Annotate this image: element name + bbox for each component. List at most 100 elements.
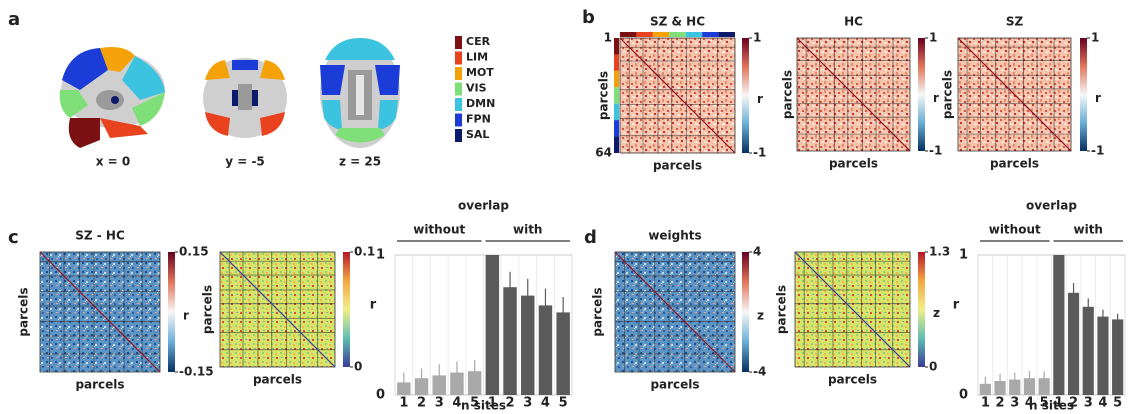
network-strip [636, 32, 653, 37]
colorbar-label: z [757, 309, 764, 323]
network-strip [614, 136, 619, 153]
colorbar [168, 252, 175, 372]
group-label: with [513, 223, 542, 237]
x-tick-label: 3 [435, 396, 444, 411]
region [100, 118, 148, 138]
matrix-title: SZ - HC [75, 229, 125, 243]
y-tick-label: 64 [595, 146, 612, 160]
network-strip [718, 32, 735, 37]
colorbar-label: z [933, 306, 940, 320]
network-strip [620, 32, 637, 37]
network-strip [614, 87, 619, 104]
x-tick-label: 2 [996, 396, 1005, 411]
region [122, 56, 165, 100]
x-tick-label: 1 [399, 396, 408, 411]
y-tick-label: 1 [959, 248, 968, 263]
x-tick-label: 4 [541, 396, 550, 411]
x-axis-label: n sites [461, 399, 506, 413]
legend-swatch [455, 98, 462, 111]
chart-title: overlap [1026, 199, 1077, 213]
x-axis-label: parcels [829, 157, 878, 171]
bar [1023, 378, 1036, 395]
colorbar-tick-label: -1 [929, 144, 942, 158]
bar [467, 371, 482, 395]
panel-label: d [584, 227, 597, 248]
region [238, 84, 252, 110]
legend-label: SAL [466, 128, 489, 141]
colorbar-label: r [933, 91, 939, 105]
region [111, 96, 119, 104]
colorbar-label: r [1095, 91, 1101, 105]
view-label: y = -5 [225, 155, 265, 169]
legend-label: VIS [466, 82, 487, 95]
diagonal [957, 37, 1072, 152]
y-axis-label: parcels [17, 287, 31, 336]
x-tick-label: 3 [1010, 396, 1019, 411]
y-axis-label: parcels [591, 287, 605, 336]
colorbar-tick-label: 0.1 [354, 245, 375, 259]
diagonal [614, 251, 736, 373]
colorbar-label: r [183, 309, 189, 323]
bar [503, 287, 517, 395]
region [232, 90, 238, 106]
matrix-title: weights [648, 229, 701, 243]
colorbar-tick-label: 0 [354, 360, 362, 374]
x-tick-label: 2 [1069, 396, 1078, 411]
network-strip [614, 103, 619, 121]
region [96, 90, 124, 110]
legend-swatch [455, 113, 462, 127]
x-tick-label: 3 [1084, 396, 1093, 411]
chart-title: overlap [458, 199, 509, 213]
y-axis-label: r [953, 298, 960, 313]
bar [556, 312, 570, 395]
y-tick-label: 0 [376, 388, 385, 403]
x-axis-label: parcels [253, 373, 302, 387]
colorbar-label: r [757, 92, 763, 106]
colorbar-tick-label: 0 [929, 360, 937, 374]
network-strip [652, 32, 670, 37]
x-axis-label: parcels [828, 373, 877, 387]
y-tick-label: 0 [959, 388, 968, 403]
y-axis-label: parcels [775, 285, 789, 334]
colorbar [918, 252, 925, 367]
diagonal [619, 37, 736, 154]
legend-label: FPN [466, 113, 491, 126]
matrix-title: SZ & HC [650, 15, 705, 29]
region [322, 100, 342, 130]
brain-view [203, 58, 287, 138]
x-tick-label: 4 [1025, 396, 1034, 411]
network-strip [614, 38, 619, 55]
region [59, 90, 88, 118]
brain-view [59, 47, 165, 148]
colorbar-tick-label: 1 [929, 31, 937, 45]
region [260, 112, 285, 136]
x-axis-label: parcels [75, 378, 124, 392]
region [205, 112, 230, 136]
bar [1082, 306, 1094, 395]
network-strip [702, 32, 719, 37]
y-axis-label: parcels [781, 70, 795, 119]
y-axis-label: parcels [597, 71, 611, 120]
legend-swatch [455, 129, 462, 142]
region [378, 100, 398, 130]
x-tick-label: 1 [1054, 396, 1063, 411]
region [260, 60, 285, 80]
view-label: x = 0 [96, 155, 131, 169]
colorbar-tick-label: -4 [753, 365, 766, 379]
network-strip [614, 70, 619, 88]
legend-swatch [455, 67, 462, 80]
legend-label: CER [466, 35, 491, 48]
legend-label: DMN [466, 97, 495, 110]
x-axis-label: parcels [650, 378, 699, 392]
bar [1067, 292, 1080, 395]
x-tick-label: 5 [470, 396, 479, 411]
view-label: z = 25 [339, 155, 381, 169]
bar [1097, 316, 1109, 395]
network-strip [614, 54, 619, 71]
group-label: with [1074, 223, 1103, 237]
region [62, 48, 108, 90]
colorbar-tick-label: -1 [753, 146, 766, 160]
network-strip [685, 32, 703, 37]
bar [1009, 379, 1021, 395]
x-tick-label: 2 [506, 396, 515, 411]
